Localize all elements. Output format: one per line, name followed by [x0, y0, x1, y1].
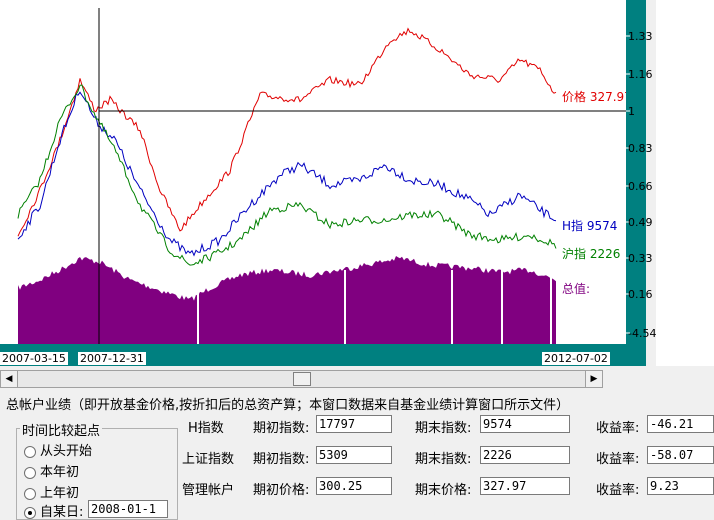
- scroll-thumb[interactable]: [293, 372, 311, 386]
- chart-area[interactable]: 价格 327.97 H指 9574 沪指 2226 总值:: [0, 0, 714, 366]
- radio-last-year-start[interactable]: 上年初: [24, 482, 79, 501]
- y-tick-label-3: 0.83: [628, 142, 653, 155]
- price-end-label: 价格 327.97: [562, 89, 632, 104]
- scroll-right-button[interactable]: ▶: [585, 371, 602, 387]
- y-tick-label-7: 0.16: [628, 288, 653, 301]
- row-account-end-label: 期末价格:: [415, 483, 472, 498]
- radio-from-date[interactable]: 自某日:: [24, 501, 83, 520]
- row-sh-index-name: 上证指数: [182, 452, 235, 467]
- y-tick-label-2: 1: [628, 105, 635, 118]
- performance-chart[interactable]: 价格 327.97 H指 9574 沪指 2226 总值:: [0, 0, 714, 366]
- account-end-field[interactable]: 327.97: [480, 477, 570, 495]
- account-start-field[interactable]: 300.25: [316, 477, 392, 495]
- row-sh-index-end-label: 期末指数:: [415, 452, 472, 467]
- h-index-end-field[interactable]: 9574: [480, 415, 570, 433]
- radio-from-start[interactable]: 从头开始: [24, 440, 92, 459]
- y-tick-label-1: 1.16: [628, 68, 653, 81]
- x-tick-crosshair: 2007-12-31: [78, 352, 146, 365]
- date-axis-bar: [0, 344, 626, 366]
- y-axis-ticks: 1.33 1.16 1 0.83 0.66 0.49 0.33 0.16 -4.54: [626, 30, 656, 340]
- radio-icon: [24, 445, 36, 458]
- row-h-index-end-label: 期末指数:: [415, 421, 472, 436]
- axis-strip: [646, 0, 656, 366]
- radio-year-start[interactable]: 本年初: [24, 461, 79, 480]
- h-index-return-field[interactable]: -46.21: [647, 415, 714, 433]
- y-tick-label-8: -4.54: [628, 327, 656, 340]
- y-tick-label-6: 0.33: [628, 252, 653, 265]
- row-sh-index-start-label: 期初指数:: [253, 452, 310, 467]
- row-account-return-label: 收益率:: [596, 483, 640, 498]
- horizontal-scrollbar[interactable]: ◀ ▶: [0, 370, 603, 388]
- section-title: 总帐户业绩（即开放基金价格,按折扣后的总资产算；本窗口数据来自基金业绩计算窗口所…: [6, 398, 570, 413]
- row-h-index-return-label: 收益率:: [596, 421, 640, 436]
- row-sh-index-return-label: 收益率:: [596, 452, 640, 467]
- radio-icon: [24, 466, 36, 479]
- from-date-field[interactable]: 2008-01-1: [88, 500, 168, 518]
- radio-icon: [24, 487, 36, 500]
- row-account-start-label: 期初价格:: [253, 483, 310, 498]
- h-index-end-label: H指 9574: [562, 218, 617, 233]
- x-tick-end: 2012-07-02: [542, 352, 610, 365]
- row-h-index-start-label: 期初指数:: [253, 421, 310, 436]
- sh-index-start-field[interactable]: 5309: [316, 446, 392, 464]
- row-account-name: 管理帐户: [182, 483, 235, 498]
- total-end-label: 总值:: [562, 281, 590, 296]
- radio-selected-icon: [24, 506, 36, 519]
- account-return-field[interactable]: 9.23: [647, 477, 714, 495]
- scroll-left-button[interactable]: ◀: [1, 371, 18, 387]
- y-axis-bar: [626, 0, 646, 366]
- total-value-area: [18, 256, 556, 344]
- sh-index-end-field[interactable]: 2226: [480, 446, 570, 464]
- h-index-start-field[interactable]: 17797: [316, 415, 392, 433]
- x-tick-start: 2007-03-15: [0, 352, 68, 365]
- y-tick-label-0: 1.33: [628, 30, 653, 43]
- y-tick-label-5: 0.49: [628, 216, 653, 229]
- sh-index-return-field[interactable]: -58.07: [647, 446, 714, 464]
- price-line: [17, 27, 557, 237]
- sh-index-line: [17, 84, 557, 266]
- row-h-index-name: H指数: [188, 421, 224, 436]
- time-group-title: 时间比较起点: [20, 420, 103, 439]
- sh-index-end-label: 沪指 2226: [562, 246, 620, 261]
- y-tick-label-4: 0.66: [628, 180, 653, 193]
